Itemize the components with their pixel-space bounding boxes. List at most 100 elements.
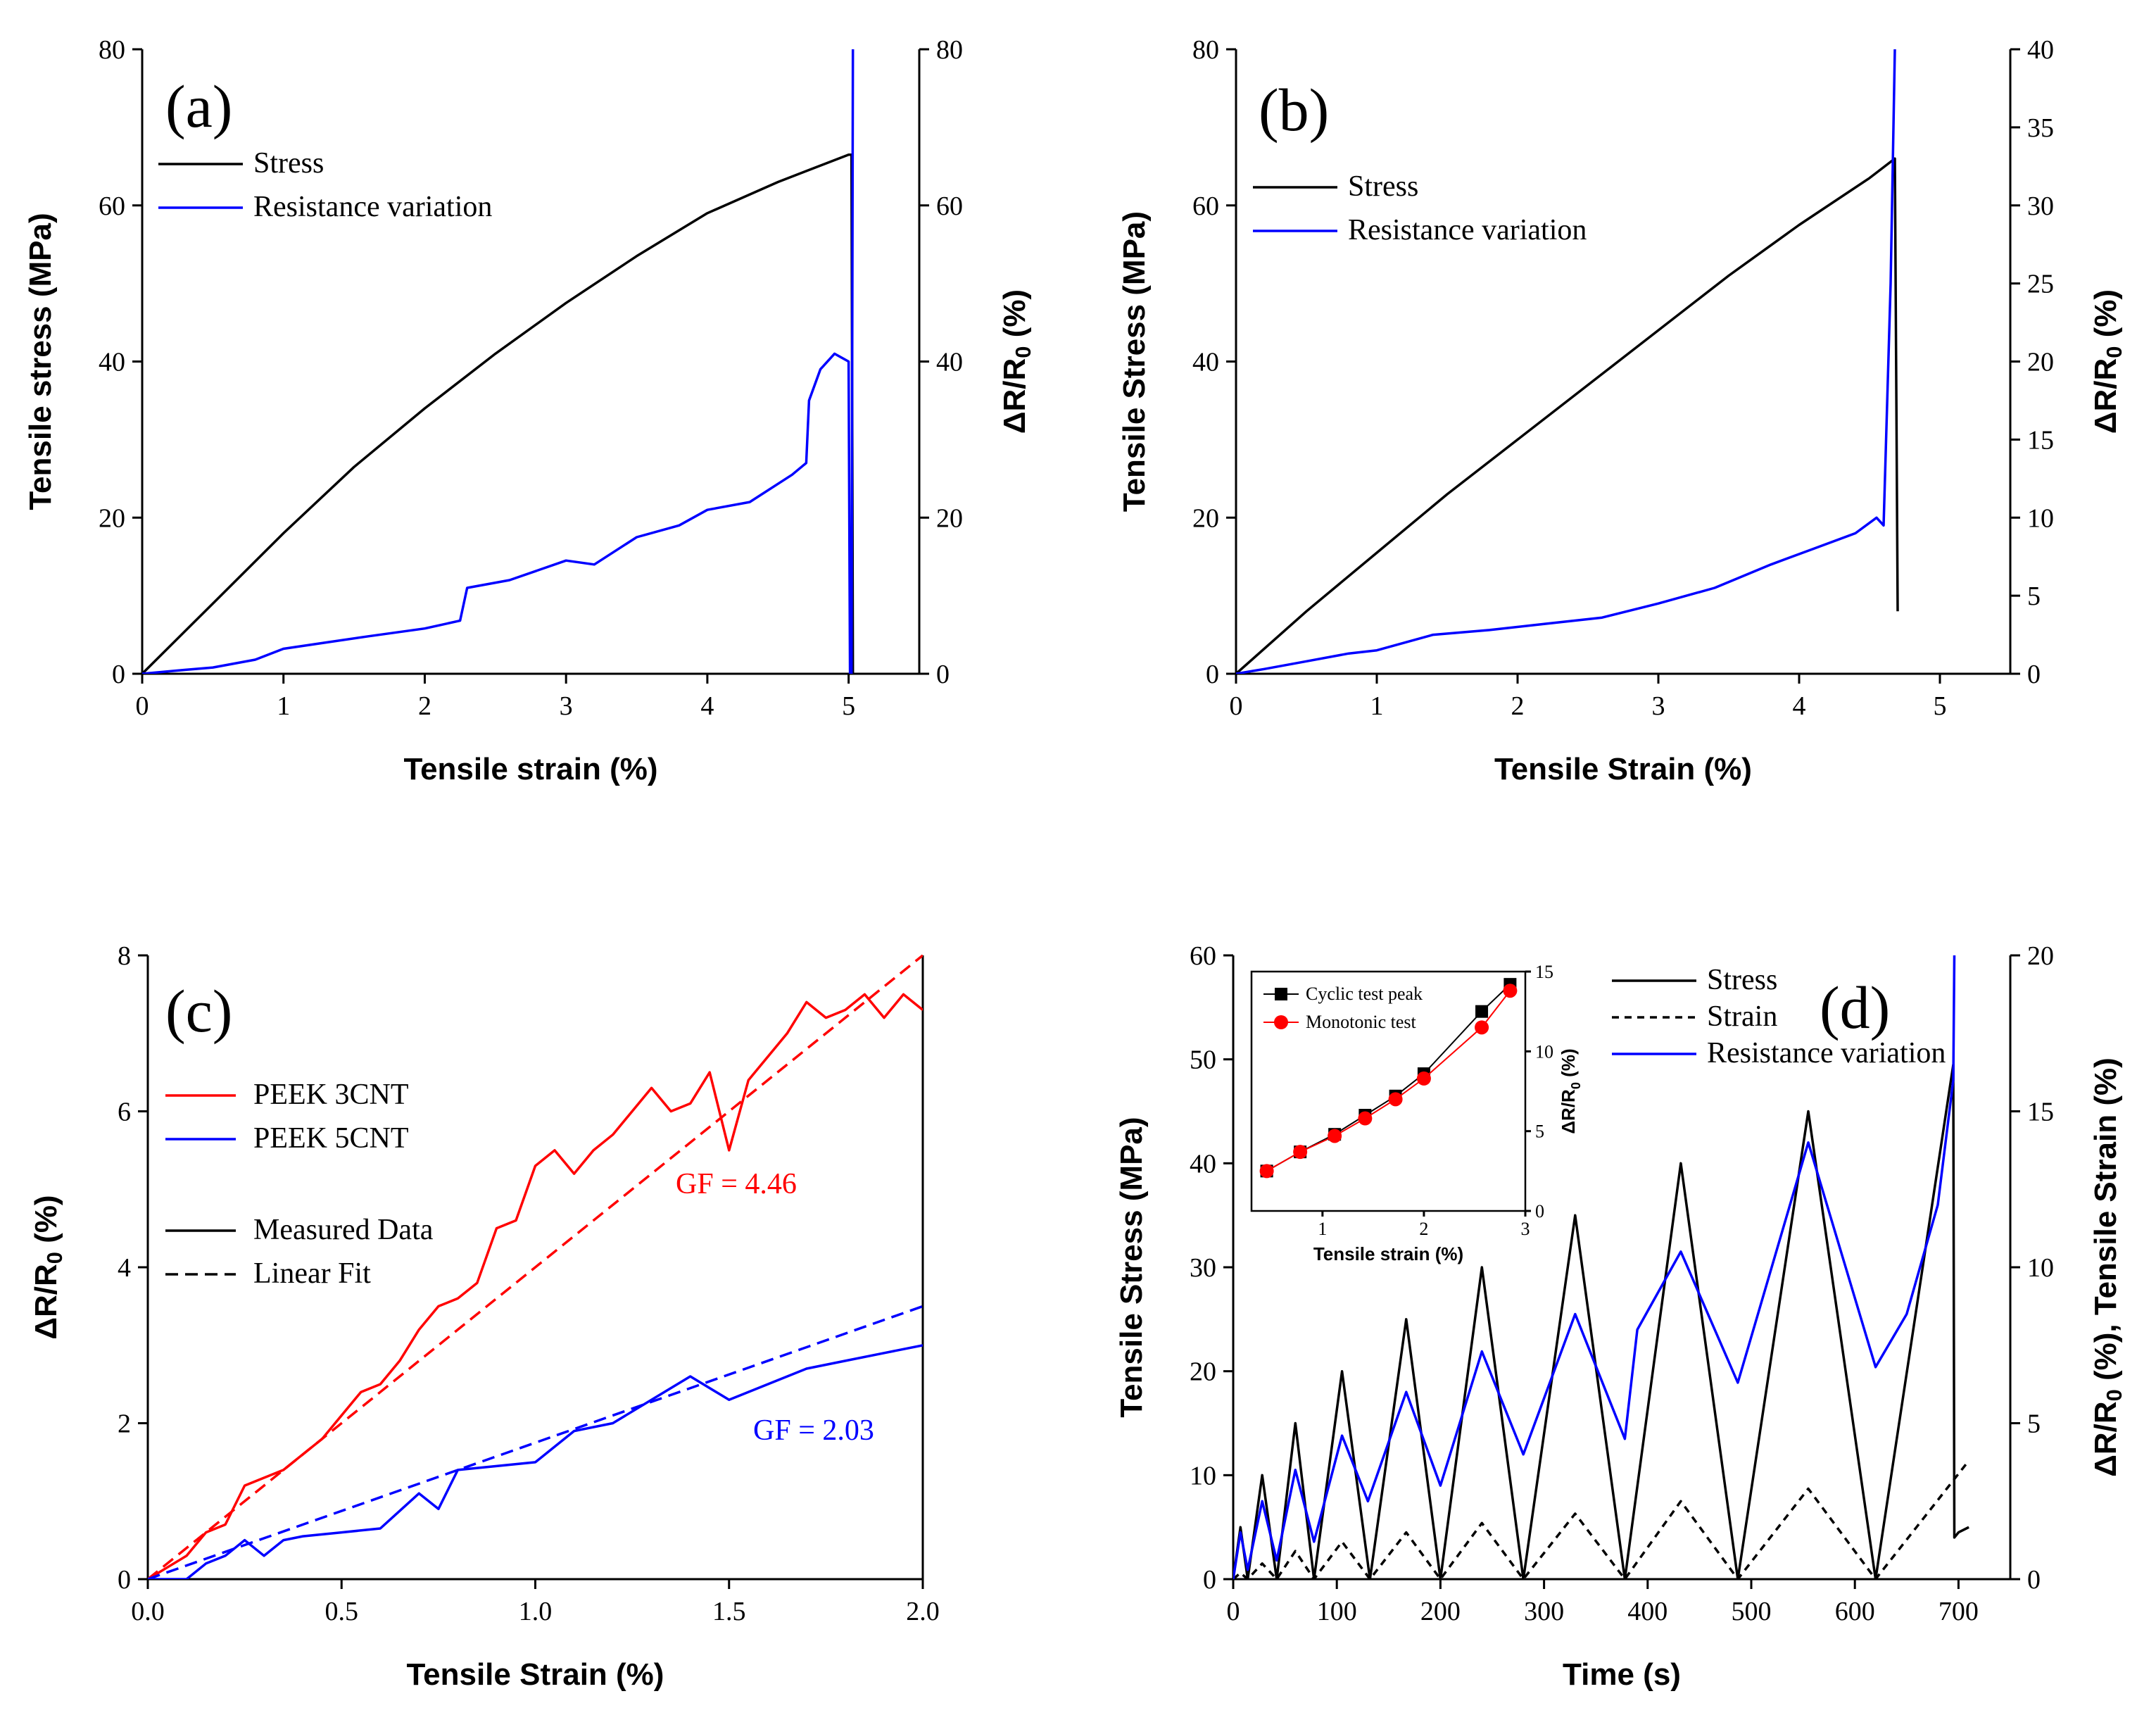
x-tick-label: 600	[1835, 1597, 1875, 1626]
series-line-resistance-variation	[1236, 49, 1896, 674]
inset-legend-marker	[1275, 988, 1287, 1000]
y2-tick-label: 10	[2027, 1253, 2054, 1283]
y2-tick-label: 25	[2027, 270, 2054, 299]
y-tick-label: 0	[1203, 1565, 1216, 1595]
y2-tick-label: 20	[2027, 348, 2054, 377]
y-tick-label: 0	[112, 660, 125, 689]
inset-point	[1293, 1145, 1308, 1160]
inset-point	[1328, 1129, 1342, 1143]
series-line-stress	[142, 153, 855, 674]
x-tick-label: 4	[1793, 691, 1806, 721]
y-tick-label: 50	[1190, 1045, 1216, 1075]
inset-legend-label: Monotonic test	[1306, 1012, 1416, 1032]
y-tick-label: 80	[1192, 35, 1219, 65]
series-line-resistance-variation	[1233, 955, 1956, 1579]
y-tick-label: 80	[99, 35, 125, 65]
y-tick-label: 30	[1190, 1253, 1216, 1283]
x-tick-label: 0	[1230, 691, 1243, 721]
x-tick-label: 1.0	[519, 1597, 553, 1626]
y-tick-label: 40	[1192, 348, 1219, 377]
series-line-strain	[1233, 1459, 1970, 1579]
chart-panel-c: 0.0 0.5 1.0 1.5 2.0 0 2 4 6 8 Tensile Strain (%) ΔR…	[29, 941, 940, 1692]
series-line-peek-5cnt	[148, 1344, 923, 1579]
inset-x-tick-label: 2	[1419, 1219, 1428, 1239]
inset-point	[1259, 1164, 1274, 1179]
y2-tick-label: 5	[2027, 582, 2041, 611]
legend-label: Resistance variation	[253, 191, 492, 223]
y2-axis-title: ΔR/R0 (%)	[997, 289, 1035, 434]
series-line-stress	[1236, 157, 1899, 674]
inset-legend-label: Cyclic test peak	[1306, 984, 1423, 1004]
y2-tick-label: 35	[2027, 113, 2054, 143]
y2-tick-label: 80	[936, 35, 963, 65]
y-tick-label: 60	[99, 191, 125, 221]
y-tick-label: 20	[1192, 503, 1219, 533]
x-tick-label: 2	[1511, 691, 1525, 721]
y-tick-label: 20	[99, 503, 125, 533]
chart-panel-d: 0 100 200 300 400 500 600 700010203040506005101…	[1114, 941, 2126, 1692]
x-tick-label: 1	[1370, 691, 1384, 721]
x-tick-label: 0.5	[325, 1597, 359, 1626]
y-tick-label: 20	[1190, 1357, 1216, 1387]
y2-tick-label: 60	[936, 191, 963, 221]
x-tick-label: 1	[277, 691, 290, 721]
panel-label: (c)	[165, 977, 232, 1045]
y-axis-title: Tensile Stress (MPa)	[1117, 211, 1152, 512]
x-axis-title: Tensile strain (%)	[403, 752, 657, 786]
legend-label: Resistance variation	[1707, 1037, 1946, 1069]
inset-x-tick-label: 1	[1318, 1219, 1327, 1239]
y-axis-title: ΔR/R0 (%)	[29, 1195, 67, 1339]
x-axis-title: Time (s)	[1563, 1657, 1681, 1692]
y-tick-label: 60	[1190, 941, 1216, 971]
x-tick-label: 700	[1938, 1597, 1979, 1626]
y2-tick-label: 0	[936, 660, 950, 689]
gf-annotation: GF = 2.03	[753, 1414, 874, 1447]
x-axis-title: Tensile Strain (%)	[407, 1657, 664, 1692]
inset-y-tick-label: 5	[1535, 1122, 1544, 1142]
inset-x-tick-label: 3	[1521, 1219, 1530, 1239]
inset-point	[1503, 984, 1518, 998]
legend-label: Strain	[1707, 1000, 1777, 1033]
inset-point	[1475, 1005, 1489, 1018]
y-axis-title: Tensile Stress (MPa)	[1114, 1117, 1149, 1417]
x-tick-label: 300	[1524, 1597, 1564, 1626]
y2-tick-label: 20	[936, 503, 963, 533]
legend-style-label: Linear Fit	[253, 1257, 371, 1290]
x-tick-label: 4	[700, 691, 714, 721]
y-axis-title: Tensile stress (MPa)	[23, 213, 58, 510]
chart-panel-b: 0 1 2 3 4 5 0 20 40 60 80 0 5 10 15 20 25 30 35 40 Tensile S…	[1117, 35, 2126, 786]
inset-y-title: ΔR/R0 (%)	[1558, 1048, 1583, 1133]
y2-tick-label: 40	[2027, 35, 2054, 65]
legend-label: Stress	[253, 147, 324, 180]
y2-tick-label: 10	[2027, 503, 2054, 533]
y2-tick-label: 0	[2027, 1565, 2041, 1595]
inset-y-tick-label: 10	[1535, 1041, 1553, 1062]
y-tick-label: 8	[118, 941, 131, 971]
inset-point	[1388, 1092, 1403, 1107]
inset-point	[1475, 1020, 1489, 1035]
series-line-resistance-variation	[142, 49, 855, 674]
y-tick-label: 10	[1190, 1461, 1216, 1490]
x-tick-label: 100	[1317, 1597, 1357, 1626]
legend-style-label: Measured Data	[253, 1214, 434, 1246]
x-tick-label: 0	[1227, 1597, 1240, 1626]
legend-label: PEEK 5CNT	[253, 1122, 409, 1155]
x-tick-label: 0.0	[131, 1597, 165, 1626]
x-tick-label: 1.5	[712, 1597, 746, 1626]
x-tick-label: 2.0	[906, 1597, 940, 1626]
y2-tick-label: 15	[2027, 1098, 2054, 1127]
legend-label: Stress	[1707, 964, 1777, 996]
panel-label: (b)	[1259, 76, 1329, 144]
panel-label: (a)	[165, 73, 232, 140]
inset-legend-marker	[1274, 1015, 1288, 1029]
y2-tick-label: 5	[2027, 1409, 2041, 1439]
x-tick-label: 3	[1652, 691, 1665, 721]
y-tick-label: 40	[1190, 1149, 1216, 1179]
x-axis-title: Tensile Strain (%)	[1494, 752, 1752, 786]
x-tick-label: 5	[1934, 691, 1947, 721]
inset-y-tick-label: 15	[1535, 962, 1553, 982]
inset-y-tick-label: 0	[1535, 1201, 1544, 1222]
gf-annotation: GF = 4.46	[676, 1168, 797, 1200]
chart-panel-a: 0 1 2 3 4 5 0 20 40 60 80 0 20 40 60 80 Tensile strain (…	[23, 35, 1035, 786]
